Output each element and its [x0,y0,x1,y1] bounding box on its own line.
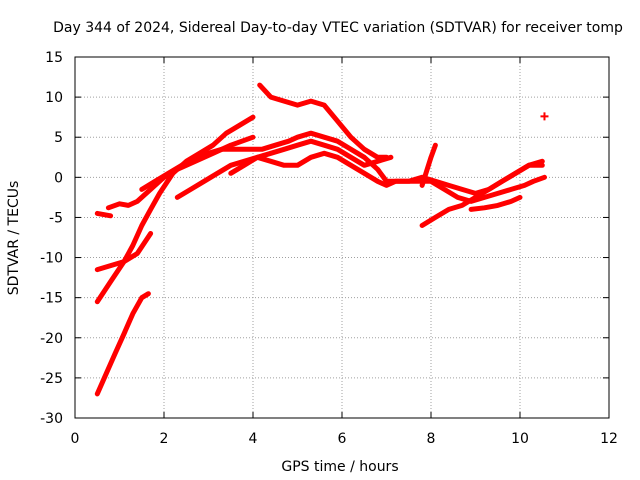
series-track-1 [94,291,151,397]
x-tick-label: 0 [71,431,80,447]
y-tick-label: -15 [40,291,63,307]
x-tick-label: 10 [511,431,529,447]
x-tick-labels: 0 2 4 6 8 10 12 [71,431,618,447]
data-series [94,82,547,397]
y-tick-label: 15 [45,50,63,66]
x-axis-label: GPS time / hours [281,459,398,475]
chart-title: Day 344 of 2024, Sidereal Day-to-day VTE… [53,20,623,36]
plus-marker [540,112,549,121]
x-tick-label: 12 [600,431,618,447]
series-track-11 [468,194,523,212]
y-tick-label: 0 [54,170,63,186]
series-track-9 [257,82,389,160]
series-track-4 [94,210,114,219]
x-tick-label: 8 [427,431,436,447]
data-points [540,112,549,121]
y-axis-label: SDTVAR / TECUs [6,181,22,296]
y-tick-label: -25 [40,371,63,387]
axis-ticks [74,56,610,419]
x-tick-label: 4 [249,431,258,447]
series-track-12 [419,142,438,188]
x-tick-label: 6 [338,431,347,447]
y-tick-label: -5 [49,210,63,226]
grid [75,57,609,418]
series-track-6 [139,130,547,204]
y-tick-label: 5 [54,130,63,146]
y-tick-label: -20 [40,331,63,347]
x-tick-label: 2 [160,431,169,447]
series-track-10 [419,158,545,228]
y-tick-label: -30 [40,411,63,427]
y-tick-label: -10 [40,251,63,267]
series-track-8 [228,138,394,176]
y-tick-labels: 15 10 5 0 -5 -10 -15 -20 -25 -30 [40,50,63,427]
y-tick-label: 10 [45,90,63,106]
series-track-3 [94,231,154,273]
